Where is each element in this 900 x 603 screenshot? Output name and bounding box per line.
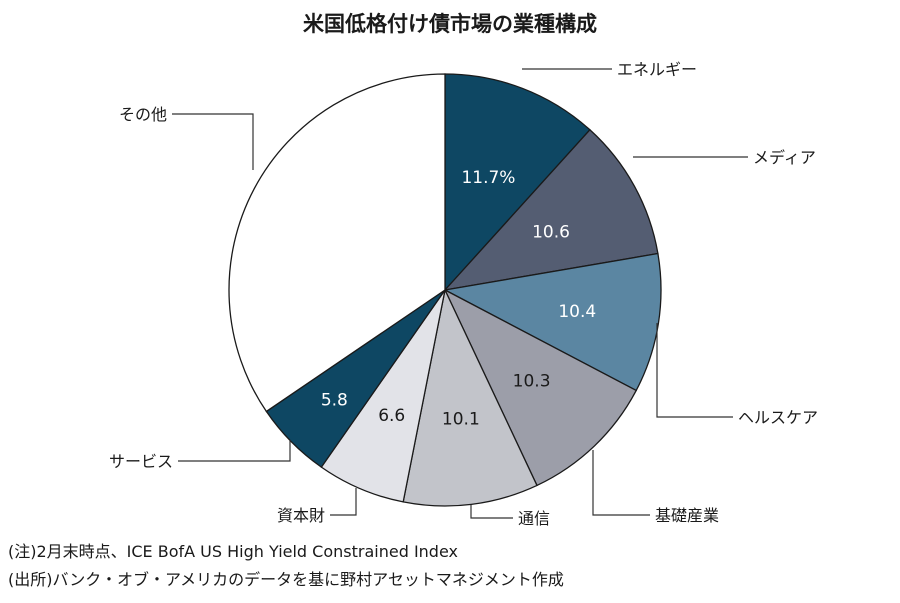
leader-line xyxy=(656,323,733,418)
pie-slice xyxy=(444,73,591,292)
pie-slice xyxy=(228,73,446,413)
leader-lines xyxy=(172,68,748,519)
leader-line xyxy=(470,505,513,519)
slice-value-labels: 11.7% 10.6 10.4 10.3 10.1 6.6 5.8 xyxy=(321,168,596,430)
leader-line xyxy=(178,440,291,462)
pie-slice xyxy=(442,252,662,392)
slice-value-label: 10.6 xyxy=(532,223,570,243)
pie-chart: 米国低格付け債市場の業種構成 11.7% 10.6 10.4 10.3 10.1 6.6 5… xyxy=(109,12,818,528)
footnote: (注)2月末時点、ICE BofA US High Yield Constrai… xyxy=(8,542,458,561)
slice-value-label: 10.1 xyxy=(442,410,480,430)
slice-value-label: 6.6 xyxy=(378,406,405,426)
category-label: サービス xyxy=(109,452,173,471)
category-label: メディア xyxy=(753,148,816,167)
slice-value-label: 11.7% xyxy=(461,168,515,188)
category-label: 資本財 xyxy=(277,506,325,525)
leader-line xyxy=(172,113,254,170)
category-label: その他 xyxy=(119,105,167,124)
category-label: 基礎産業 xyxy=(655,506,719,525)
leader-line xyxy=(330,488,357,516)
chart-title: 米国低格付け債市場の業種構成 xyxy=(303,12,597,36)
category-label: ヘルスケア xyxy=(738,408,818,427)
category-label: 通信 xyxy=(518,509,550,528)
pie-slice xyxy=(443,288,638,487)
source-note: (出所)バンク・オブ・アメリカのデータを基に野村アセットマネジメント作成 xyxy=(8,570,564,589)
chart-notes: (注)2月末時点、ICE BofA US High Yield Constrai… xyxy=(8,538,564,594)
pie-slice xyxy=(402,287,538,507)
leader-line xyxy=(592,450,650,516)
pie-slices xyxy=(228,73,662,507)
category-label: エネルギー xyxy=(617,60,697,79)
slice-value-label: 5.8 xyxy=(321,390,348,410)
slice-value-label: 10.4 xyxy=(558,302,596,322)
pie-slice xyxy=(443,128,659,291)
slice-value-label: 10.3 xyxy=(513,372,551,392)
